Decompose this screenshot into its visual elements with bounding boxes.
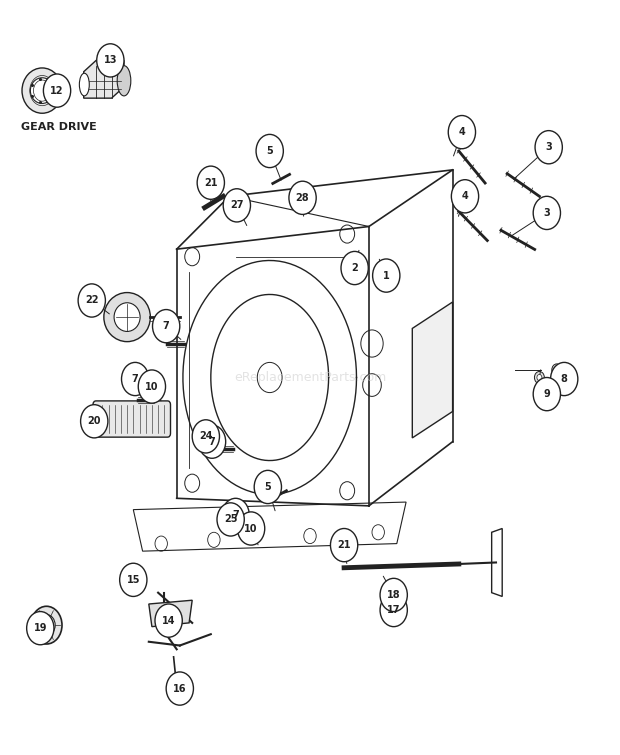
Circle shape [451,180,479,213]
Ellipse shape [114,303,140,331]
Circle shape [341,251,368,285]
Text: 28: 28 [296,193,309,203]
Text: 15: 15 [126,575,140,585]
Text: 13: 13 [104,55,117,66]
Circle shape [289,181,316,214]
Circle shape [78,284,105,317]
Text: 19: 19 [33,623,47,633]
Circle shape [237,512,265,545]
Circle shape [198,425,226,458]
Circle shape [155,604,182,637]
Circle shape [43,74,71,107]
FancyBboxPatch shape [93,401,170,437]
Text: 25: 25 [224,514,237,525]
Text: 21: 21 [204,177,218,188]
Text: 8: 8 [560,374,568,384]
Text: 24: 24 [199,431,213,442]
Polygon shape [149,600,192,627]
Circle shape [448,116,476,149]
Circle shape [380,578,407,612]
Circle shape [217,503,244,536]
Text: 3: 3 [544,208,550,218]
Text: 1: 1 [383,270,389,281]
Circle shape [197,166,224,199]
Circle shape [138,370,166,403]
Circle shape [223,189,250,222]
Text: 10: 10 [145,381,159,392]
Text: 14: 14 [162,615,175,626]
Circle shape [192,420,219,453]
Circle shape [554,367,559,373]
Text: 4: 4 [462,191,468,202]
Text: 7: 7 [209,436,215,447]
Circle shape [31,606,62,644]
Polygon shape [412,302,453,438]
Circle shape [552,364,562,376]
Ellipse shape [79,73,89,96]
Circle shape [153,310,180,343]
Text: 21: 21 [337,540,351,550]
Text: 7: 7 [232,510,239,520]
Circle shape [254,470,281,504]
Text: eReplacementParts.com: eReplacementParts.com [234,371,386,384]
Circle shape [551,362,578,396]
Text: 2: 2 [352,263,358,273]
Text: GEAR DRIVE: GEAR DRIVE [21,122,97,132]
Circle shape [97,44,124,77]
Text: 5: 5 [267,146,273,156]
Text: 27: 27 [230,200,244,211]
Circle shape [222,498,249,532]
Text: 9: 9 [544,389,550,399]
Ellipse shape [104,292,151,341]
Text: 5: 5 [265,482,271,492]
Circle shape [535,131,562,164]
Text: 12: 12 [50,85,64,96]
Circle shape [81,405,108,438]
Ellipse shape [30,78,54,103]
Circle shape [330,528,358,562]
Text: 7: 7 [163,321,169,331]
Text: 3: 3 [546,142,552,153]
Circle shape [380,593,407,627]
Circle shape [120,563,147,596]
Text: 4: 4 [459,127,465,137]
Circle shape [533,196,560,230]
Circle shape [537,374,542,381]
Circle shape [256,134,283,168]
Circle shape [373,259,400,292]
Text: 10: 10 [244,523,258,534]
Circle shape [533,378,560,411]
Text: 17: 17 [387,605,401,615]
Circle shape [534,371,544,384]
Circle shape [166,672,193,705]
Circle shape [122,362,149,396]
Circle shape [38,615,55,636]
Text: 22: 22 [85,295,99,306]
Polygon shape [84,60,124,98]
Ellipse shape [117,66,131,96]
Circle shape [27,612,54,645]
Text: 7: 7 [132,374,138,384]
Text: 18: 18 [387,590,401,600]
Text: 20: 20 [87,416,101,427]
Ellipse shape [22,68,62,113]
Text: 16: 16 [173,683,187,694]
